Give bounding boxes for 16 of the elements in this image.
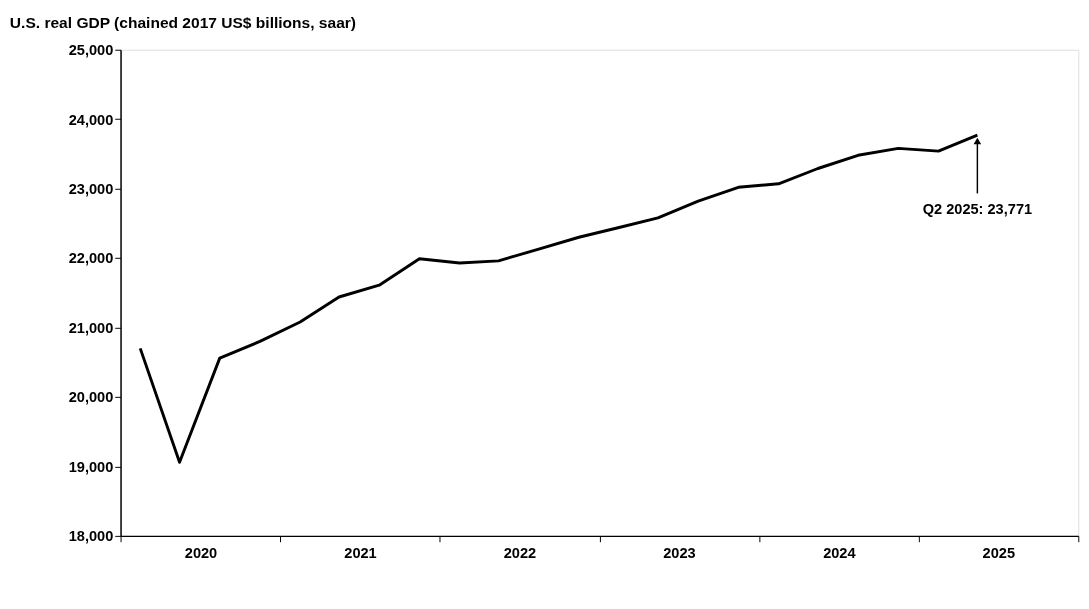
chart-title: U.S. real GDP (chained 2017 US$ billions, saar) <box>9 14 357 32</box>
y-tick-label: 24,000 <box>68 111 114 128</box>
x-tick-label: 2022 <box>503 544 537 561</box>
x-tick-label: 2025 <box>982 544 1016 561</box>
y-tick-label: 21,000 <box>68 319 114 336</box>
y-tick-label: 20,000 <box>68 389 114 406</box>
y-tick-label: 22,000 <box>68 250 114 267</box>
annotation: Q2 2025: 23,771 <box>922 200 1033 217</box>
y-tick-label: 23,000 <box>68 180 114 197</box>
y-tick-label: 18,000 <box>68 528 114 545</box>
x-tick-label: 2021 <box>344 544 377 561</box>
x-tick-label: 2020 <box>184 544 218 561</box>
x-tick-label: 2023 <box>663 544 696 561</box>
y-tick-label: 25,000 <box>68 42 114 59</box>
x-tick-label: 2024 <box>823 544 857 561</box>
y-tick-label: 19,000 <box>68 458 114 475</box>
